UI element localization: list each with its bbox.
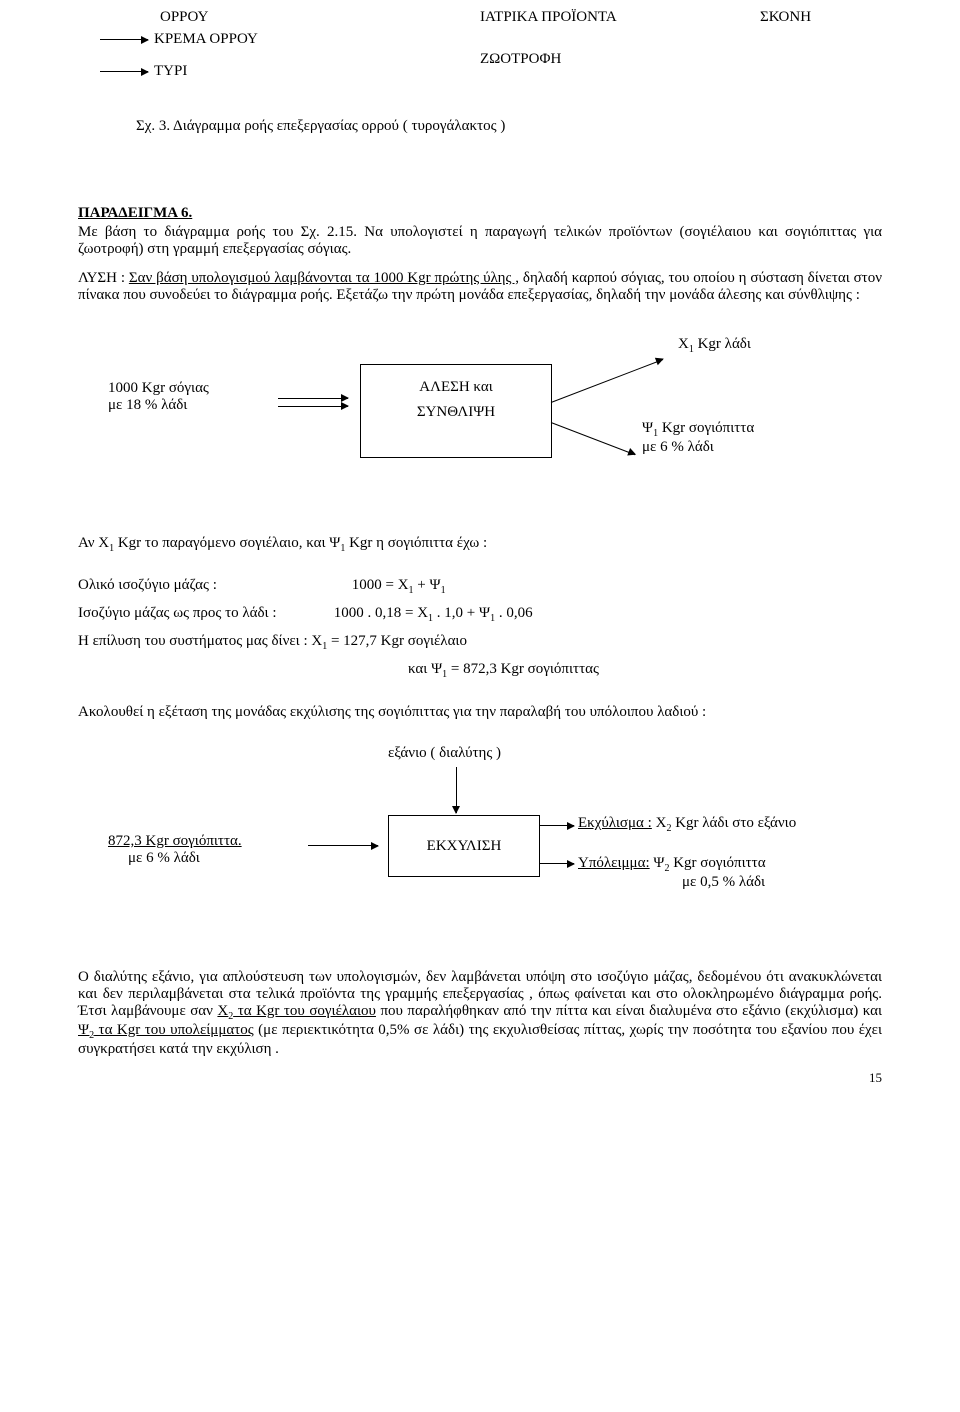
output-text: Kgr λάδι στο εξάνιο [671, 815, 796, 831]
input-line: 1000 Kgr σόγιας [108, 380, 288, 397]
eq-text: Kgr το παραγόμενο σογιέλαιο, και Ψ [114, 535, 340, 551]
input-line: με 18 % λάδι [108, 397, 288, 414]
final-underline: Χ2 τα Kgr του σογιέλαιου [217, 1003, 376, 1019]
solution-label: ΛΥΣΗ : [78, 270, 129, 286]
eq-line-2: Ισοζύγιο μάζας ως προς το λάδι : 1000 . … [78, 602, 882, 630]
box-line: ΣΥΝΘΛΙΨΗ [361, 404, 551, 421]
output-text: Χ [652, 815, 667, 831]
solution-paragraph: ΛΥΣΗ : Σαν βάση υπολογισμού λαμβάνονται … [78, 270, 882, 304]
top-right-item: ΣΚΟΝΗ [760, 9, 811, 26]
output-text: Kgr λάδι [694, 336, 751, 352]
eq-text: και Ψ [408, 661, 442, 677]
eq-text: Kgr η σογιόπιττα έχω : [345, 535, 487, 551]
top-mid-item: ΙΑΤΡΙΚΑ ΠΡΟΪΟΝΤΑ [480, 9, 617, 26]
output-extract: Εκχύλισμα : Χ2 Kgr λάδι στο εξάνιο [578, 815, 796, 834]
arrow-down-icon [456, 767, 457, 813]
arrow-icon [308, 845, 378, 846]
final-text: τα Kgr του σογιέλαιου [233, 1003, 376, 1019]
solvent-label: εξάνιο ( διαλύτης ) [388, 745, 501, 762]
diagram-extraction: εξάνιο ( διαλύτης ) 872,3 Kgr σογιόπιττα… [78, 745, 882, 945]
top-right-column: ΣΚΟΝΗ [760, 6, 882, 82]
equations-block: Αν Χ 1 Kgr το παραγόμενο σογιέλαιο, και Ψ… [78, 532, 882, 686]
output-text: με 6 % λάδι [642, 439, 842, 456]
page-number: 15 [78, 1070, 882, 1086]
output-text: Χ [678, 336, 689, 352]
top-mid-column: ΙΑΤΡΙΚΑ ΠΡΟΪΟΝΤΑ ΖΩΟΤΡΟΦΗ [480, 6, 760, 82]
eq-text: . 1,0 + Ψ [433, 605, 490, 621]
eq-text: 1000 = Χ [352, 577, 409, 593]
eq-text: + Ψ [414, 577, 441, 593]
eq-text: . 0,06 [495, 605, 533, 621]
eq-label: Ισοζύγιο μάζας ως προς το λάδι : [78, 602, 330, 624]
eq-line-1: Ολικό ισοζύγιο μάζας : 1000 = Χ1 + Ψ1 [78, 574, 882, 602]
process-box: ΕΚΧΥΛΙΣΗ [388, 815, 540, 877]
output-label: Εκχύλισμα : [578, 815, 652, 831]
final-paragraph: Ο διαλύτης εξάνιο, για απλούστευση των υ… [78, 969, 882, 1058]
box-line: ΑΛΕΣΗ και [361, 379, 551, 396]
eq-line-4: και Ψ1 = 872,3 Kgr σογιόπιττας [78, 658, 882, 686]
diagram2-input: 872,3 Kgr σογιόπιττα. με 6 % λάδι [108, 833, 318, 867]
document-page: ΟΡΡΟΥ ΚΡΕΜΑ ΟΡΡΟΥ ΤΥΡΙ ΙΑΤΡΙΚΑ ΠΡΟΪΟΝΤΑ … [0, 0, 960, 1116]
final-text: Ψ [78, 1022, 89, 1038]
input-line: 872,3 Kgr σογιόπιττα. [108, 833, 242, 849]
eq-line-3: Η επίλυση του συστήματος μας δίνει : Χ1 … [78, 630, 882, 658]
eq-text: 1000 . 0,18 = Χ [334, 605, 428, 621]
eq-text: = 872,3 Kgr σογιόπιττας [447, 661, 599, 677]
output-arrows [540, 815, 580, 875]
output-residue: Υπόλειμμα: Ψ2 Kgr σογιόπιττα με 0,5 % λά… [578, 855, 766, 891]
top-left-item: ΤΥΡΙ [154, 63, 187, 80]
final-text: που παραλήφθηκαν από την πίττα και είναι… [376, 1003, 882, 1019]
example-heading: ΠΑΡΑΔΕΙΓΜΑ 6. [78, 205, 882, 222]
top-mid-item: ΖΩΟΤΡΟΦΗ [480, 51, 561, 68]
arrow-icon [100, 39, 148, 40]
subscript: 1 [441, 585, 446, 596]
eq-label: Ολικό ισοζύγιο μάζας : [78, 574, 348, 596]
arrow-icon [100, 71, 148, 72]
final-text: Χ [217, 1003, 228, 1019]
eq-text: = 127,7 Kgr σογιέλαιο [327, 633, 467, 649]
output-text: Ψ [650, 855, 665, 871]
input-line: με 6 % λάδι [108, 850, 318, 867]
arrow-icon [540, 863, 574, 864]
follow-paragraph: Ακολουθεί η εξέταση της μονάδας εκχύλιση… [78, 704, 882, 721]
final-text: τα Kgr του υπολείμματος [94, 1022, 254, 1038]
diagram-top-fragment: ΟΡΡΟΥ ΚΡΕΜΑ ΟΡΡΟΥ ΤΥΡΙ ΙΑΤΡΙΚΑ ΠΡΟΪΟΝΤΑ … [78, 0, 882, 82]
output-text: Kgr σογιόπιττα [669, 855, 765, 871]
top-left-column: ΟΡΡΟΥ ΚΡΕΜΑ ΟΡΡΟΥ ΤΥΡΙ [78, 6, 480, 82]
output-label: Υπόλειμμα: [578, 855, 650, 871]
final-underline: Ψ2 τα Kgr του υπολείμματος [78, 1022, 254, 1038]
output-bottom: Ψ1 Kgr σογιόπιττα με 6 % λάδι [642, 420, 842, 456]
arrow-icon [551, 359, 663, 403]
figure-caption: Σχ. 3. Διάγραμμα ροής επεξεργασίας ορρού… [136, 118, 882, 135]
eq-text: Η επίλυση του συστήματος μας δίνει : Χ [78, 633, 322, 649]
output-text: με 0,5 % λάδι [578, 874, 766, 891]
arrow-icon [278, 398, 348, 420]
output-text: Ψ [642, 420, 653, 436]
arrow-icon [551, 422, 635, 455]
example-intro: Με βάση το διάγραμμα ροής του Σχ. 2.15. … [78, 224, 882, 258]
top-left-item: ΟΡΡΟΥ [160, 9, 208, 26]
diagram-input: 1000 Kgr σόγιας με 18 % λάδι [108, 380, 288, 414]
process-box: ΑΛΕΣΗ και ΣΥΝΘΛΙΨΗ [360, 364, 552, 458]
diagram-grinding: 1000 Kgr σόγιας με 18 % λάδι ΑΛΕΣΗ και Σ… [78, 340, 882, 490]
eq-text: Αν Χ [78, 535, 109, 551]
output-text: Kgr σογιόπιττα [658, 420, 754, 436]
arrow-icon [540, 825, 574, 826]
solution-basis: Σαν βάση υπολογισμού λαμβάνονται τα 1000… [129, 270, 519, 286]
eq-intro: Αν Χ1 Kgr το παραγόμενο σογιέλαιο, και Ψ… [78, 532, 882, 560]
output-top: Χ1 Kgr λάδι [678, 336, 878, 355]
top-left-item: ΚΡΕΜΑ ΟΡΡΟΥ [154, 31, 258, 48]
